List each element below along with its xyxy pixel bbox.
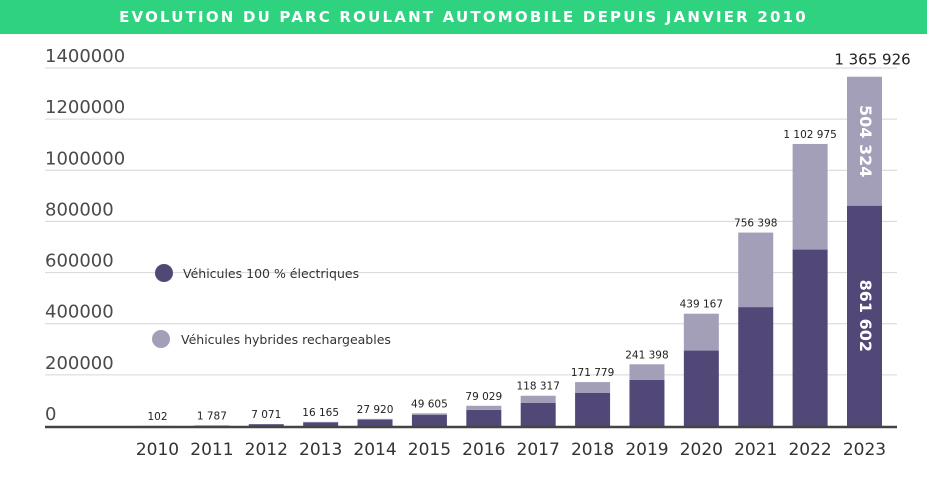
x-tick-label: 2023 — [843, 440, 886, 460]
bar-phev — [683, 313, 719, 351]
legend-marker-bev — [155, 264, 173, 282]
bar-phev — [303, 421, 339, 423]
x-tick-label: 2010 — [136, 440, 179, 460]
bar-total-label: 7 071 — [251, 409, 281, 421]
bar-phev — [411, 413, 447, 415]
x-tick-label: 2021 — [734, 440, 777, 460]
x-tick-label: 2020 — [680, 440, 723, 460]
bar-total-label: 118 317 — [516, 381, 559, 393]
x-tick-label: 2011 — [190, 440, 233, 460]
bar-total-label: 241 398 — [625, 349, 668, 361]
bar-phev — [847, 76, 882, 206]
x-tick-label: 2018 — [571, 440, 614, 460]
bar-bev — [738, 307, 774, 426]
y-tick-label: 1200000 — [45, 97, 125, 118]
legend-marker-phev — [152, 330, 170, 348]
title-banner: EVOLUTION DU PARC ROULANT AUTOMOBILE DEP… — [0, 0, 927, 34]
bar-phev — [520, 395, 556, 403]
bar-bev — [847, 205, 882, 426]
bar-total-label: 16 165 — [302, 407, 339, 419]
bar-total-label: 1 787 — [197, 411, 227, 423]
y-tick-label: 0 — [45, 404, 56, 425]
bar-bev — [520, 402, 556, 426]
bar-phev — [466, 405, 502, 410]
phev-2023-label: 504 324 — [856, 105, 875, 177]
bev-2023-label: 861 602 — [856, 280, 875, 352]
y-tick-label: 800000 — [45, 199, 114, 220]
bar-bev — [792, 249, 828, 426]
x-tick-label: 2015 — [408, 440, 451, 460]
legend-label-phev: Véhicules hybrides rechargeables — [181, 332, 391, 347]
bar-phev — [792, 143, 828, 250]
y-tick-label: 600000 — [45, 251, 114, 272]
bar-phev — [629, 364, 665, 380]
bar-bev — [411, 414, 447, 426]
bar-bev — [357, 419, 393, 426]
bar-total-label: 27 920 — [357, 404, 394, 416]
x-tick-label: 2017 — [517, 440, 560, 460]
y-tick-label: 400000 — [45, 302, 114, 323]
bar-total-label: 1 102 975 — [783, 129, 836, 141]
x-tick-label: 2012 — [245, 440, 288, 460]
bar-bev — [466, 409, 502, 426]
bar-bev — [303, 422, 339, 426]
x-tick-label: 2022 — [788, 440, 831, 460]
bar-phev — [575, 382, 611, 393]
legend-label-bev: Véhicules 100 % électriques — [183, 266, 359, 281]
bar-total-label: 756 398 — [734, 218, 777, 230]
bar-total-label: 102 — [147, 411, 167, 423]
chart-title: EVOLUTION DU PARC ROULANT AUTOMOBILE DEP… — [119, 8, 808, 26]
bar-total-label: 439 167 — [680, 299, 723, 311]
bar-phev — [357, 418, 393, 420]
x-tick-label: 2019 — [625, 440, 668, 460]
x-tick-label: 2016 — [462, 440, 505, 460]
bar-total-label: 1 365 926 — [834, 51, 910, 69]
y-tick-label: 200000 — [45, 353, 114, 374]
bar-total-label: 79 029 — [465, 391, 502, 403]
x-tick-label: 2014 — [353, 440, 396, 460]
y-tick-label: 1400000 — [45, 46, 125, 67]
bar-phev — [738, 232, 774, 308]
y-tick-label: 1000000 — [45, 148, 125, 169]
x-tick-label: 2013 — [299, 440, 342, 460]
bar-total-label: 49 605 — [411, 398, 448, 410]
bar-total-label: 171 779 — [571, 367, 614, 379]
bar-bev — [248, 424, 284, 426]
bar-bev — [683, 350, 719, 426]
bar-bev — [575, 392, 611, 426]
bar-bev — [629, 379, 665, 426]
